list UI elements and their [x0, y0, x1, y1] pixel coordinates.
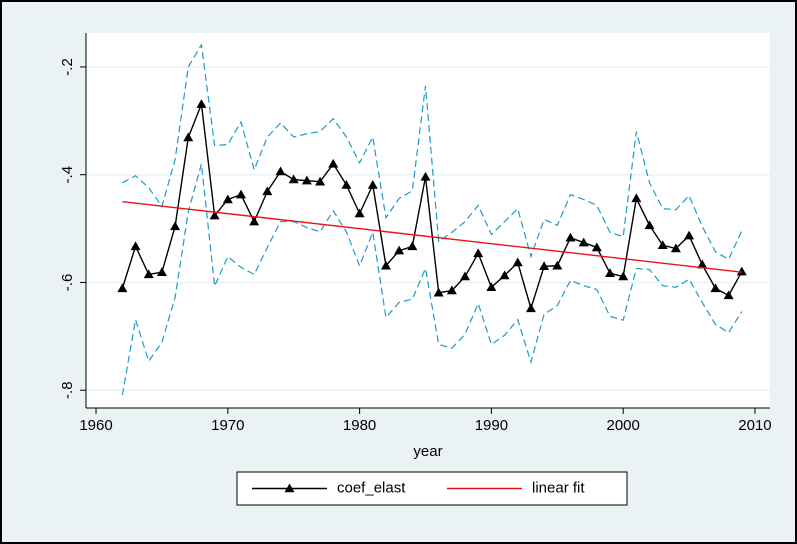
- marker: [143, 269, 154, 279]
- marker: [433, 287, 444, 297]
- x-tick-label: 1980: [343, 417, 376, 434]
- marker: [499, 270, 510, 280]
- x-tick-label: 2010: [738, 417, 771, 434]
- marker: [156, 267, 167, 276]
- marker: [657, 240, 668, 250]
- marker: [354, 208, 365, 218]
- marker: [301, 175, 312, 185]
- marker: [420, 171, 431, 181]
- marker: [315, 176, 326, 186]
- marker: [170, 221, 181, 231]
- x-tick-label: 1970: [211, 417, 244, 434]
- marker: [697, 259, 708, 269]
- x-tick-label: 2000: [606, 417, 639, 434]
- x-tick-label: 1990: [475, 417, 508, 434]
- marker: [723, 290, 734, 300]
- x-axis-title: year: [413, 443, 442, 460]
- ci-line: [122, 43, 743, 261]
- marker: [446, 285, 457, 295]
- marker: [460, 271, 471, 281]
- marker: [618, 271, 629, 281]
- marker: [631, 193, 642, 203]
- legend-label: coef_elast: [337, 479, 406, 496]
- marker: [275, 166, 286, 176]
- y-tick-label: -.2: [59, 58, 76, 76]
- marker: [380, 260, 391, 270]
- marker: [196, 99, 207, 108]
- y-tick-label: -.8: [59, 381, 76, 399]
- marker: [736, 266, 747, 276]
- marker: [525, 303, 536, 313]
- legend-marker: [284, 483, 295, 493]
- marker: [591, 242, 602, 252]
- marker: [130, 241, 141, 251]
- marker: [407, 241, 418, 251]
- marker: [117, 283, 128, 293]
- marker: [552, 260, 563, 270]
- marker: [367, 179, 378, 189]
- ci-line: [121, 163, 743, 396]
- marker: [473, 248, 484, 258]
- marker: [235, 189, 246, 199]
- marker: [644, 220, 655, 230]
- marker: [249, 216, 260, 226]
- plot-area: [86, 33, 770, 408]
- legend-label: linear fit: [532, 479, 585, 496]
- marker: [222, 194, 233, 204]
- marker: [670, 243, 681, 253]
- marker: [710, 283, 721, 293]
- marker: [512, 257, 523, 267]
- marker: [394, 245, 405, 255]
- marker: [578, 237, 589, 247]
- marker: [328, 158, 339, 168]
- marker: [605, 268, 616, 278]
- fit-line: [122, 200, 742, 273]
- marker: [486, 282, 497, 292]
- marker: [565, 232, 576, 242]
- marker: [262, 186, 273, 196]
- marker: [209, 210, 220, 220]
- marker: [539, 261, 550, 271]
- y-tick-label: -.6: [59, 274, 76, 292]
- x-tick-label: 1960: [79, 417, 112, 434]
- marker: [183, 132, 194, 142]
- marker: [341, 179, 352, 189]
- marker: [684, 230, 695, 240]
- marker: [288, 174, 299, 184]
- y-tick-label: -.4: [59, 166, 76, 184]
